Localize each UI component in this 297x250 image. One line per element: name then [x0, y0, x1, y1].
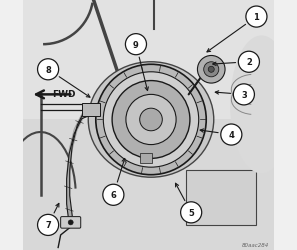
Ellipse shape	[230, 36, 293, 174]
Circle shape	[37, 214, 59, 236]
Text: FWD: FWD	[52, 89, 76, 98]
Text: 2: 2	[246, 58, 252, 67]
Text: 5: 5	[188, 208, 194, 217]
Text: 1: 1	[254, 13, 259, 22]
FancyBboxPatch shape	[23, 0, 274, 125]
Circle shape	[221, 124, 242, 146]
Ellipse shape	[88, 62, 214, 178]
Circle shape	[96, 65, 206, 175]
Circle shape	[233, 84, 255, 105]
Text: 9: 9	[133, 40, 139, 50]
Text: 4: 4	[228, 130, 234, 140]
Circle shape	[181, 202, 202, 223]
Circle shape	[68, 220, 73, 225]
Text: 3: 3	[241, 90, 247, 100]
Circle shape	[126, 95, 176, 145]
Text: 7: 7	[45, 220, 51, 230]
Text: 80aac284: 80aac284	[242, 242, 269, 248]
FancyBboxPatch shape	[186, 170, 256, 225]
Circle shape	[198, 56, 225, 84]
Text: 8: 8	[45, 66, 51, 74]
Circle shape	[246, 7, 267, 28]
Circle shape	[238, 52, 260, 73]
Circle shape	[208, 67, 214, 73]
FancyBboxPatch shape	[140, 153, 151, 163]
Circle shape	[204, 62, 219, 78]
Text: 6: 6	[110, 190, 116, 200]
Circle shape	[37, 60, 59, 80]
FancyBboxPatch shape	[61, 217, 81, 228]
Circle shape	[125, 34, 146, 56]
FancyBboxPatch shape	[82, 104, 99, 116]
Circle shape	[103, 184, 124, 206]
FancyBboxPatch shape	[23, 120, 274, 250]
Circle shape	[112, 81, 190, 159]
Circle shape	[140, 109, 162, 131]
Circle shape	[103, 72, 199, 168]
